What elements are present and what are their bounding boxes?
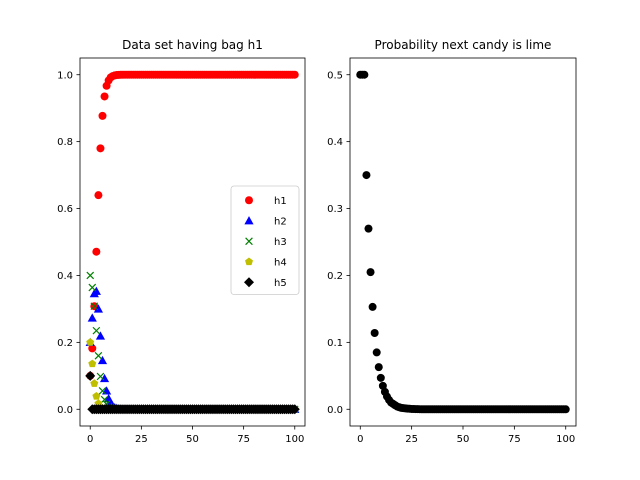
data-point — [100, 395, 109, 404]
data-point — [93, 304, 104, 313]
data-point — [378, 381, 387, 390]
data-point — [87, 313, 97, 322]
y-tick-label: 0.4 — [57, 271, 73, 282]
legend-marker — [244, 277, 254, 288]
data-point — [88, 283, 97, 292]
data-point — [92, 392, 101, 400]
chart-right: 0 25 50 75 100 0.0 0.1 0.2 0.3 0.4 0.5 Probability … — [327, 38, 577, 445]
x-tick-label: 0 — [357, 434, 363, 445]
legend-marker — [245, 257, 253, 266]
y-tick-label: 0.2 — [57, 338, 73, 349]
data-point — [98, 111, 107, 120]
data-point — [98, 387, 107, 395]
data-points — [356, 70, 570, 414]
data-point — [97, 355, 108, 365]
chart-title: Probability next candy is lime — [375, 38, 552, 52]
y-axis: 0.0 0.1 0.2 0.3 0.4 0.5 — [327, 70, 350, 416]
y-tick-label: 0.5 — [327, 70, 343, 81]
data-point — [88, 344, 97, 353]
data-point — [96, 144, 105, 153]
plot-area — [350, 58, 576, 426]
legend-label: h3 — [274, 237, 287, 248]
data-point — [96, 372, 105, 381]
legend-label: h1 — [274, 196, 287, 207]
chart-title: Data set having bag h1 — [122, 38, 263, 52]
y-tick-label: 0.1 — [327, 338, 343, 349]
data-point — [88, 359, 97, 368]
data-point — [99, 373, 110, 383]
x-tick-label: 25 — [405, 434, 418, 445]
data-point — [374, 363, 383, 372]
legend-marker — [245, 196, 253, 205]
data-point — [360, 70, 369, 79]
data-point — [368, 302, 377, 311]
x-tick-label: 75 — [508, 434, 521, 445]
legend: h1 h2 h3 h4 h5 — [230, 185, 300, 295]
y-tick-label: 0.3 — [327, 204, 343, 215]
data-points — [85, 70, 300, 415]
y-tick-label: 0.6 — [57, 204, 73, 215]
y-tick-label: 0.0 — [327, 405, 343, 416]
data-point — [289, 404, 300, 415]
legend-label: h2 — [274, 216, 287, 227]
x-axis: 0 25 50 75 100 — [357, 426, 575, 445]
y-tick-label: 1.0 — [57, 70, 73, 81]
x-tick-label: 50 — [457, 434, 470, 445]
series-h1 — [86, 70, 299, 380]
data-point — [95, 331, 106, 340]
data-point — [366, 268, 375, 277]
x-tick-label: 25 — [135, 434, 148, 445]
y-tick-label: 0.8 — [57, 137, 73, 148]
y-tick-label: 0.0 — [57, 405, 73, 416]
data-point — [372, 348, 381, 357]
x-axis: 0 25 50 75 100 — [87, 426, 304, 445]
data-point — [94, 351, 103, 360]
data-point — [370, 328, 379, 337]
x-tick-label: 100 — [556, 434, 575, 445]
y-axis: 0.0 0.2 0.4 0.6 0.8 1.0 — [57, 70, 80, 416]
x-tick-label: 75 — [237, 434, 250, 445]
data-point — [90, 379, 99, 387]
y-tick-label: 0.4 — [327, 137, 343, 148]
chart-left: 0 25 50 75 100 0.0 0.2 0.4 0.6 0.8 1.0 Data set hav… — [57, 38, 306, 445]
data-point — [86, 338, 95, 346]
data-point — [100, 92, 109, 101]
data-point — [94, 191, 103, 200]
legend-label: h5 — [274, 278, 287, 289]
data-point — [92, 247, 101, 256]
legend-box — [230, 185, 300, 295]
data-point — [85, 370, 96, 381]
legend-marker — [244, 216, 254, 225]
data-point — [86, 271, 95, 280]
data-point — [376, 373, 385, 382]
data-point — [92, 326, 101, 335]
y-tick-label: 0.2 — [327, 271, 343, 282]
x-tick-label: 0 — [87, 434, 93, 445]
legend-marker — [245, 237, 253, 246]
x-tick-label: 50 — [186, 434, 199, 445]
x-tick-label: 100 — [285, 434, 304, 445]
data-point — [364, 224, 373, 233]
data-point — [91, 286, 101, 295]
series-h5 — [85, 370, 300, 415]
data-point — [362, 171, 371, 180]
data-point — [90, 302, 99, 311]
legend-label: h4 — [274, 257, 287, 268]
data-point — [290, 70, 299, 79]
data-point — [561, 405, 570, 414]
series-0 — [356, 70, 570, 414]
